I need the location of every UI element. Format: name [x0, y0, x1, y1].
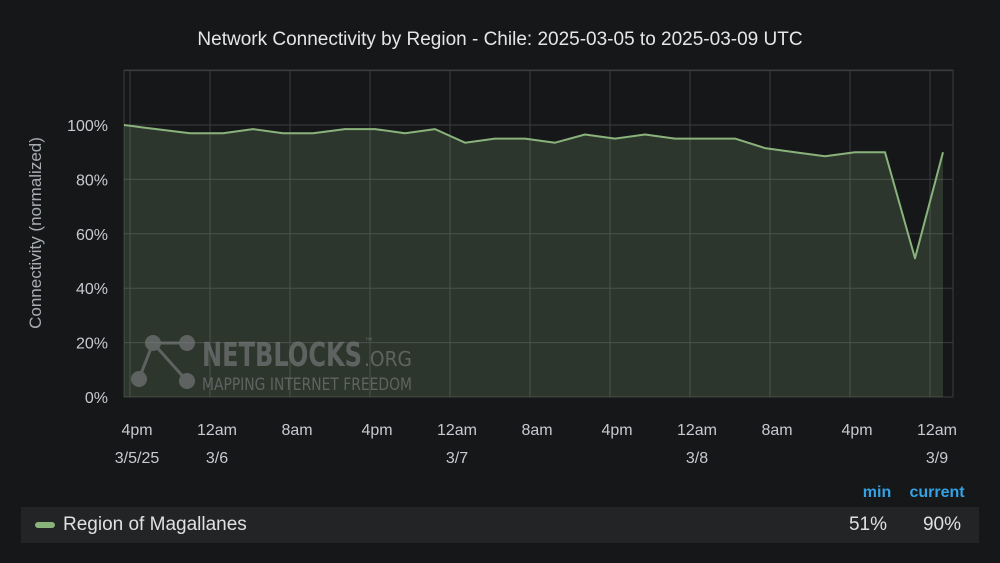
x-tick-label: 8am — [281, 422, 312, 439]
netblocks-logo-icon — [131, 335, 195, 389]
watermark-brand: NETBLOCKS — [202, 335, 362, 374]
x-tick-label: 4pm — [841, 422, 872, 439]
chart: Network Connectivity by Region - Chile: … — [26, 29, 957, 467]
watermark-suffix: .ORG — [364, 347, 412, 371]
legend-min-header[interactable]: min — [862, 484, 892, 501]
y-tick-label: 60% — [76, 227, 108, 244]
legend-row[interactable]: Region of Magallanes 51% 90% — [21, 507, 979, 543]
y-tick-label: 0% — [85, 390, 108, 407]
series-name[interactable]: Region of Magallanes — [63, 514, 247, 535]
y-tick-label: 80% — [76, 172, 108, 189]
x-tick-date-label: 3/8 — [686, 450, 708, 467]
y-axis-label: Connectivity (normalized) — [26, 137, 45, 329]
x-tick-label: 12am — [677, 422, 717, 439]
chart-title: Network Connectivity by Region - Chile: … — [197, 29, 802, 50]
series-area — [124, 125, 943, 397]
x-tick-label: 8am — [761, 422, 792, 439]
watermark-tm: ™ — [364, 337, 374, 348]
x-tick-date-label: 3/9 — [926, 450, 948, 467]
series-current-value: 90% — [922, 514, 961, 535]
x-tick-label: 12am — [437, 422, 477, 439]
netblocks-watermark: NETBLOCKS ™ .ORG MAPPING INTERNET FREEDO… — [131, 335, 412, 395]
series-color-swatch — [35, 522, 55, 528]
x-tick-label: 8am — [521, 422, 552, 439]
x-tick-label: 4pm — [121, 422, 152, 439]
y-tick-label: 40% — [76, 281, 108, 298]
grid — [123, 69, 954, 398]
x-tick-label: 12am — [917, 422, 957, 439]
x-tick-label: 4pm — [601, 422, 632, 439]
x-tick-date-label: 3/7 — [446, 450, 468, 467]
y-tick-label: 20% — [76, 336, 108, 353]
x-tick-date-label: 3/6 — [206, 450, 228, 467]
series-line[interactable] — [123, 124, 944, 260]
watermark-tagline: MAPPING INTERNET FREEDOM — [202, 375, 412, 395]
plot-area — [123, 124, 944, 397]
legend-current-header[interactable]: current — [909, 484, 965, 501]
x-tick-label: 12am — [197, 422, 237, 439]
series-min-value: 51% — [848, 514, 887, 535]
x-tick-date-label: 3/5/25 — [115, 450, 160, 467]
y-tick-label: 100% — [67, 118, 108, 135]
x-tick-label: 4pm — [361, 422, 392, 439]
